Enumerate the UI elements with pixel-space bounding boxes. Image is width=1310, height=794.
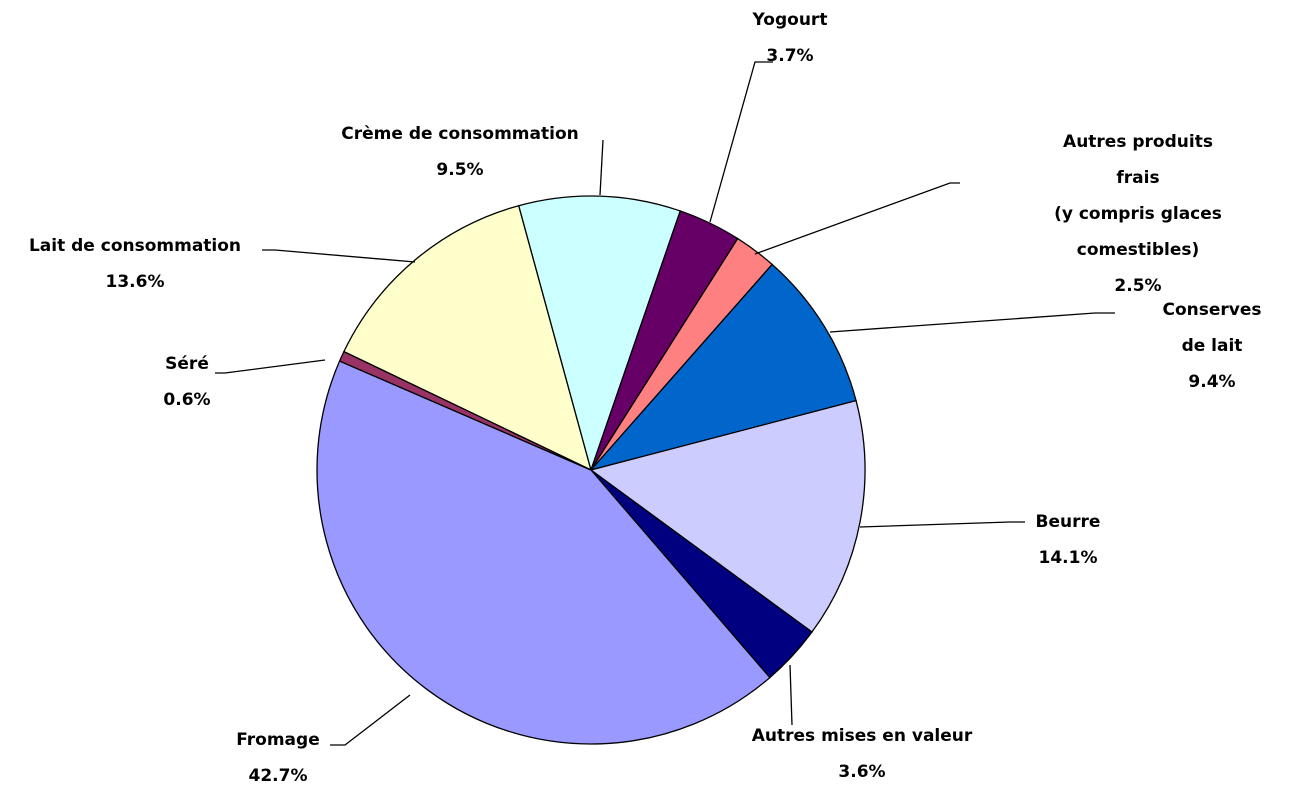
slice-label: Crème de consommation 9.5% (341, 116, 578, 188)
leader-line (215, 359, 326, 374)
slice-label: Beurre 14.1% (1036, 504, 1101, 576)
slice-label: Fromage 42.7% (236, 722, 319, 794)
leader-line (789, 664, 793, 726)
category-label: Autres mises en valeur (751, 726, 973, 746)
value-label: 42.7% (248, 766, 308, 786)
value-label: 0.6% (163, 390, 211, 410)
leader-line (754, 182, 960, 255)
leader-line (859, 521, 1025, 528)
slice-label: Conserves de lait 9.4% (1162, 292, 1261, 400)
leader-line (709, 61, 773, 223)
slice-label: Lait de consommation 13.6% (29, 228, 241, 300)
category-label: Autres produits frais (y compris glaces … (1054, 132, 1222, 260)
value-label: 9.5% (436, 160, 484, 180)
category-label: Fromage (236, 730, 320, 750)
value-label: 3.6% (838, 762, 886, 782)
category-label: Lait de consommation (28, 236, 242, 256)
category-label: Crème de consommation (341, 124, 579, 144)
value-label: 13.6% (105, 272, 165, 292)
value-label: 2.5% (1114, 276, 1162, 296)
leader-line (599, 139, 604, 196)
pie-slice (589, 399, 866, 633)
leader-line (262, 249, 416, 263)
category-label: Beurre (1035, 512, 1101, 532)
value-label: 3.7% (766, 46, 814, 66)
category-label: Séré (165, 354, 209, 374)
pie-slice (589, 263, 857, 472)
category-label: Yogourt (752, 10, 828, 30)
pie-slice (338, 350, 592, 471)
slice-label: Autres mises en valeur 3.6% (752, 718, 973, 790)
slice-label: Yogourt 3.7% (753, 2, 828, 74)
slice-label: Autres produits frais (y compris glaces … (1052, 124, 1224, 304)
pie-slice (343, 204, 593, 472)
pie-slice (316, 360, 771, 745)
category-label: Conserves de lait (1162, 300, 1262, 356)
value-label: 14.1% (1038, 548, 1098, 568)
leader-line (829, 312, 1115, 333)
slice-label: Séré 0.6% (163, 346, 210, 418)
pie-slice (517, 195, 682, 473)
value-label: 9.4% (1188, 372, 1236, 392)
leader-line (330, 694, 411, 746)
